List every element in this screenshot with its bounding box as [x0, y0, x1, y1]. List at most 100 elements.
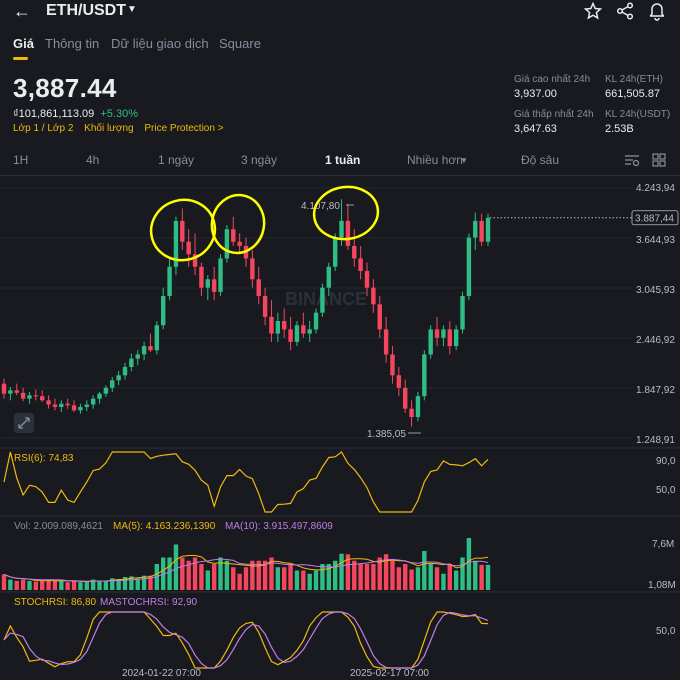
volume-bar [466, 538, 472, 590]
tf-3d[interactable]: 3 ngày [241, 153, 278, 167]
low-marker-label: 1.385,05 [367, 429, 406, 440]
volume-bar [313, 570, 319, 590]
tab-trading-data[interactable]: Dữ liệu giao dịch [111, 36, 209, 51]
share-icon[interactable] [616, 2, 634, 20]
volume-bar [8, 579, 13, 590]
candle-body [339, 220, 344, 238]
candle-body [90, 398, 96, 405]
volume-bar [479, 564, 484, 590]
candle-body [52, 404, 58, 408]
volume-bar [65, 582, 70, 590]
candle-body [173, 220, 179, 267]
tf-1h[interactable]: 1H [13, 153, 29, 167]
volume-bar [326, 564, 331, 590]
stat-high-label: Giá cao nhất 24h [514, 74, 591, 85]
volume-bar [237, 573, 242, 590]
back-arrow-icon[interactable]: ← [13, 1, 31, 21]
volume-bar [441, 573, 446, 590]
volume-bar [135, 578, 140, 590]
tab-price[interactable]: Giá [13, 36, 34, 51]
candle-body [485, 217, 491, 242]
volume-bar [71, 580, 77, 590]
y-tick-label: 4.243,94 [636, 183, 675, 194]
pair-title[interactable]: ETH/USDT [46, 2, 126, 19]
volume-bar [390, 560, 395, 590]
bell-icon[interactable] [648, 1, 666, 21]
caret-down-icon[interactable]: ▼ [127, 4, 137, 15]
candle-body [167, 266, 172, 297]
annotation-circle [210, 193, 266, 255]
stat-vol-eth: KL 24h(ETH) 661,505.87 [605, 74, 663, 100]
volume-bar [332, 560, 338, 590]
tf-1d[interactable]: 1 ngày [158, 153, 195, 167]
volume-bar [192, 557, 198, 590]
volume-bar [110, 578, 115, 590]
candle-body [409, 408, 414, 418]
ma10-label: MA(10): 3.915.497,8609 [225, 521, 333, 532]
y-tick-label: 1.847,92 [636, 385, 675, 396]
volume-bar [122, 577, 128, 590]
volume-bar [33, 581, 39, 590]
annotation-circle [312, 185, 380, 241]
candle-body [422, 354, 427, 397]
top-bar: ← ETH/USDT ▼ [0, 0, 680, 26]
tf-depth[interactable]: Độ sâu [521, 153, 560, 167]
volume-bar [307, 573, 312, 590]
candle-body [428, 329, 433, 355]
stat-high: Giá cao nhất 24h 3,937.00 [514, 74, 590, 100]
tag-volume[interactable]: Khối lượng [84, 123, 134, 134]
tf-more[interactable]: Nhiều hơn [407, 153, 463, 167]
volume-bar [59, 580, 64, 590]
candle-body [40, 396, 45, 401]
ma5-label: MA(5): 4.163.236,1390 [113, 521, 216, 532]
mastochrsi-label: MASTOCHRSI: 92,90 [100, 597, 198, 608]
tf-1w[interactable]: 1 tuần [325, 153, 361, 167]
volume-bar [320, 564, 325, 590]
tab-info[interactable]: Thông tin [45, 36, 100, 51]
candle-group [1, 199, 491, 427]
layout-grid-icon[interactable] [652, 153, 666, 167]
candle-body [33, 395, 39, 397]
tab-square[interactable]: Square [219, 36, 261, 51]
candle-body [307, 329, 312, 334]
more-caret-icon[interactable]: ▼ [460, 156, 468, 165]
price-change: +5.30% [100, 108, 138, 120]
y-tick-label: 3.045,93 [636, 285, 675, 296]
candle-body [403, 387, 408, 409]
indicator-settings-icon[interactable] [624, 153, 640, 167]
candle-body [65, 403, 70, 406]
volume-bar [103, 580, 109, 590]
rsi-tick: 90,0 [656, 456, 676, 467]
candle-body [59, 403, 64, 408]
volume-bar [20, 579, 26, 590]
volume-bar [78, 582, 83, 590]
mastochrsi-line [3, 611, 489, 669]
tf-4h[interactable]: 4h [86, 153, 100, 167]
active-tab-indicator [13, 57, 28, 60]
candle-body [352, 245, 357, 259]
candle-body [14, 390, 19, 393]
candle-body [345, 220, 351, 246]
candle-body [205, 279, 210, 288]
candle-body [282, 321, 287, 330]
candle-body [46, 400, 51, 405]
volume-bar [383, 554, 389, 590]
volume-bar [377, 557, 382, 590]
volume-bar [116, 578, 121, 590]
tab-bar: Giá Thông tin Dữ liệu giao dịch Square [0, 36, 680, 60]
volume-bar [428, 564, 433, 590]
volume-bar [199, 564, 204, 590]
volume-bar [205, 570, 210, 590]
volume-bar [288, 564, 293, 590]
tag-price-protection[interactable]: Price Protection > [144, 123, 224, 134]
candle-body [180, 220, 185, 242]
volume-bar [250, 560, 255, 590]
volume-bar [339, 553, 344, 590]
candle-body [473, 220, 478, 238]
candlestick-chart[interactable]: BINANCE 4.243,94 3.644,93 3.045,93 2.446… [0, 176, 680, 680]
volume-bar [218, 557, 223, 590]
expand-icon[interactable] [14, 413, 34, 433]
tag-layer[interactable]: Lớp 1 / Lớp 2 [13, 123, 74, 134]
candle-body [332, 237, 338, 267]
star-icon[interactable] [584, 2, 602, 20]
